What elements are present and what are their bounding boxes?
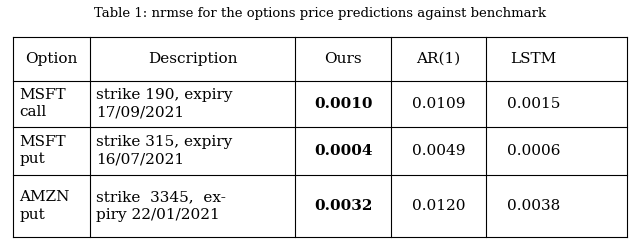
Text: 0.0109: 0.0109 (412, 97, 465, 111)
Text: strike 190, expiry
17/09/2021: strike 190, expiry 17/09/2021 (96, 88, 232, 119)
Text: 0.0049: 0.0049 (412, 144, 465, 158)
Text: 0.0038: 0.0038 (507, 199, 560, 213)
Text: strike  3345,  ex-
piry 22/01/2021: strike 3345, ex- piry 22/01/2021 (96, 190, 226, 222)
Text: 0.0015: 0.0015 (507, 97, 560, 111)
Text: strike 315, expiry
16/07/2021: strike 315, expiry 16/07/2021 (96, 135, 232, 166)
Text: LSTM: LSTM (510, 52, 557, 66)
Text: 0.0010: 0.0010 (314, 97, 372, 111)
Text: AMZN
put: AMZN put (19, 190, 70, 222)
Text: 0.0004: 0.0004 (314, 144, 372, 158)
Text: MSFT
put: MSFT put (19, 135, 66, 166)
Text: 0.0032: 0.0032 (314, 199, 372, 213)
Text: Option: Option (25, 52, 77, 66)
Text: Description: Description (148, 52, 237, 66)
Text: 0.0120: 0.0120 (412, 199, 465, 213)
Text: Table 1: nrmse for the options price predictions against benchmark: Table 1: nrmse for the options price pre… (94, 7, 546, 20)
Text: Ours: Ours (324, 52, 362, 66)
Text: MSFT
call: MSFT call (19, 88, 66, 119)
Text: AR(1): AR(1) (416, 52, 460, 66)
Text: 0.0006: 0.0006 (507, 144, 560, 158)
